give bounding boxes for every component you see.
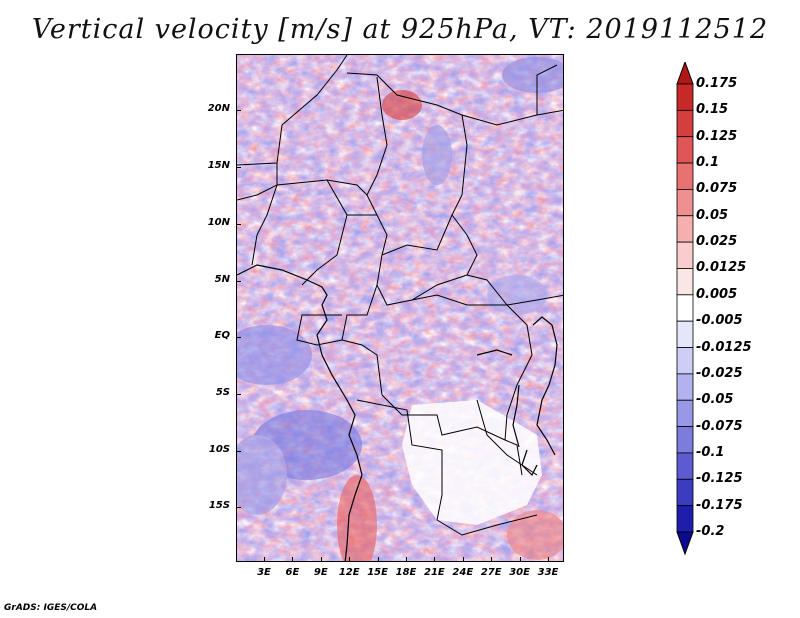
longitude-label: 12E (338, 567, 360, 578)
latitude-label: 15S (208, 500, 230, 511)
longitude-label: 30E (509, 567, 530, 578)
colorbar-bin (676, 478, 694, 507)
colorbar-bin (676, 83, 694, 111)
longitude-label: 6E (285, 567, 300, 578)
colorbar-level-label: -0.175 (696, 497, 743, 513)
colorbar-level-label: -0.05 (696, 392, 734, 408)
colorbar-bin (676, 268, 694, 296)
colorbar-level-label: 0.005 (696, 286, 738, 302)
colorbar-top-arrow (676, 62, 694, 85)
colorbar-bin (676, 452, 694, 480)
latitude-tick (236, 394, 241, 395)
latitude-label: 5S (215, 387, 230, 398)
coastline (237, 264, 558, 561)
longitude-tick (491, 557, 493, 562)
colorbar-level-label: -0.075 (696, 418, 743, 434)
colorbar-level-label: 0.075 (696, 181, 738, 197)
colorbar-level-label: -0.005 (696, 313, 743, 329)
colorbar (676, 62, 694, 556)
colorbar-bin (676, 347, 694, 375)
colorbar-level-label: 0.175 (696, 76, 738, 91)
longitude-tick (320, 557, 322, 562)
colorbar-bin (676, 294, 694, 322)
longitude-label: 18E (395, 567, 417, 578)
latitude-tick (236, 337, 241, 338)
colorbar-level-label: -0.0125 (696, 339, 752, 355)
map-plot-area (236, 54, 564, 562)
latitude-tick (236, 224, 241, 225)
latitude-tick (236, 507, 241, 508)
colorbar-bin (676, 399, 694, 427)
colorbar-level-label: -0.025 (696, 365, 743, 381)
longitude-tick (292, 557, 294, 562)
colorbar-bin (676, 136, 694, 164)
longitude-label: 3E (257, 567, 271, 578)
colorbar-level-label: 0.15 (696, 102, 729, 118)
colorbar-bottom-arrow (676, 531, 694, 556)
colorbar-bin (676, 426, 694, 454)
colorbar-level-label: -0.125 (696, 471, 743, 487)
longitude-label: 9E (313, 567, 328, 578)
colorbar-level-label: 0.05 (696, 207, 729, 223)
longitude-tick (264, 557, 265, 562)
velocity-patches (237, 57, 563, 561)
map-title: Vertical velocity [m/s] at 925hPa, VT: 2… (31, 14, 769, 45)
latitude-label: 15N (207, 160, 230, 171)
longitude-tick (548, 557, 549, 562)
latitude-label: 5N (214, 274, 230, 285)
colorbar-level-label: 0.025 (696, 234, 738, 250)
longitude-tick (406, 557, 407, 562)
colorbar-bin (676, 241, 694, 269)
longitude-tick (349, 557, 351, 562)
colorbar-bin (676, 109, 694, 138)
colorbar-level-label: 0.125 (696, 128, 738, 144)
latitude-tick (236, 281, 241, 282)
colorbar-level-label: -0.2 (696, 524, 725, 539)
colorbar-bin (676, 320, 694, 348)
longitude-tick (377, 557, 379, 562)
latitude-label: 10N (207, 217, 230, 228)
longitude-tick (462, 557, 464, 562)
colorbar-bin (676, 215, 694, 243)
longitude-label: 21E (424, 567, 445, 578)
longitude-label: 33E (537, 567, 559, 578)
colorbar-bin (676, 162, 694, 190)
colorbar-level-label: -0.1 (696, 444, 725, 460)
longitude-tick (519, 557, 521, 562)
colorbar-bin (676, 189, 694, 217)
latitude-label: 20N (207, 103, 230, 114)
colorbar-bin (676, 505, 694, 533)
latitude-tick (236, 167, 241, 168)
longitude-label: 24E (452, 567, 474, 578)
latitude-label: EQ (214, 330, 230, 341)
grads-credit: GrADS: IGES/COLA (4, 603, 98, 613)
latitude-tick (236, 451, 241, 452)
longitude-tick (434, 557, 436, 562)
colorbar-level-label: 0.1 (696, 155, 720, 171)
colorbar-level-label: 0.0125 (696, 260, 747, 276)
longitude-label: 15E (367, 567, 388, 578)
vertical-velocity-field (237, 55, 563, 561)
latitude-tick (236, 110, 241, 111)
latitude-label: 10S (208, 444, 230, 455)
colorbar-bin (676, 373, 694, 401)
longitude-label: 27E (480, 567, 502, 578)
